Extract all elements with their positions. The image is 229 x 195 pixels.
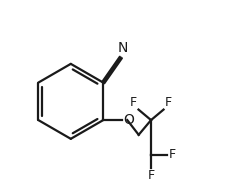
- Text: O: O: [123, 113, 134, 127]
- Text: F: F: [130, 96, 137, 109]
- Text: F: F: [164, 96, 171, 109]
- Text: N: N: [117, 42, 128, 56]
- Text: F: F: [168, 148, 175, 161]
- Text: F: F: [147, 169, 154, 182]
